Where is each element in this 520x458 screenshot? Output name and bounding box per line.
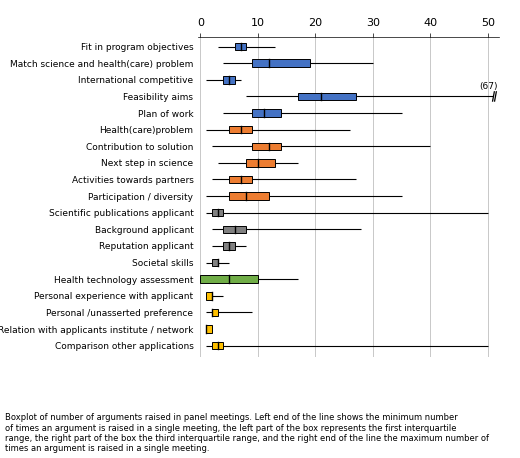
Bar	[212, 209, 218, 217]
Bar	[321, 93, 356, 100]
Bar	[229, 242, 235, 250]
Bar	[201, 275, 229, 283]
Bar	[218, 209, 224, 217]
Bar	[235, 43, 241, 50]
Bar	[246, 192, 269, 200]
Bar	[229, 192, 246, 200]
Bar	[229, 275, 258, 283]
Text: Boxplot of number of arguments raised in panel meetings. Left end of the line sh: Boxplot of number of arguments raised in…	[5, 413, 489, 453]
Bar	[212, 342, 218, 349]
Bar	[229, 176, 241, 183]
Bar	[241, 126, 252, 133]
Bar	[258, 159, 275, 167]
Bar	[229, 126, 241, 133]
Bar	[206, 292, 212, 300]
Bar	[212, 309, 218, 316]
Bar	[252, 109, 264, 117]
Bar	[269, 60, 309, 67]
Bar	[264, 109, 281, 117]
Bar	[218, 342, 224, 349]
Bar	[206, 325, 212, 333]
Bar	[235, 226, 246, 233]
Bar	[229, 76, 235, 83]
Bar	[224, 76, 229, 83]
Bar	[252, 142, 269, 150]
Text: (67): (67)	[479, 82, 498, 91]
Bar	[212, 259, 218, 266]
Bar	[252, 60, 269, 67]
Bar	[224, 242, 229, 250]
Bar	[269, 142, 281, 150]
Bar	[241, 176, 252, 183]
Bar	[298, 93, 321, 100]
Bar	[246, 159, 258, 167]
Bar	[241, 43, 246, 50]
Bar	[224, 226, 235, 233]
